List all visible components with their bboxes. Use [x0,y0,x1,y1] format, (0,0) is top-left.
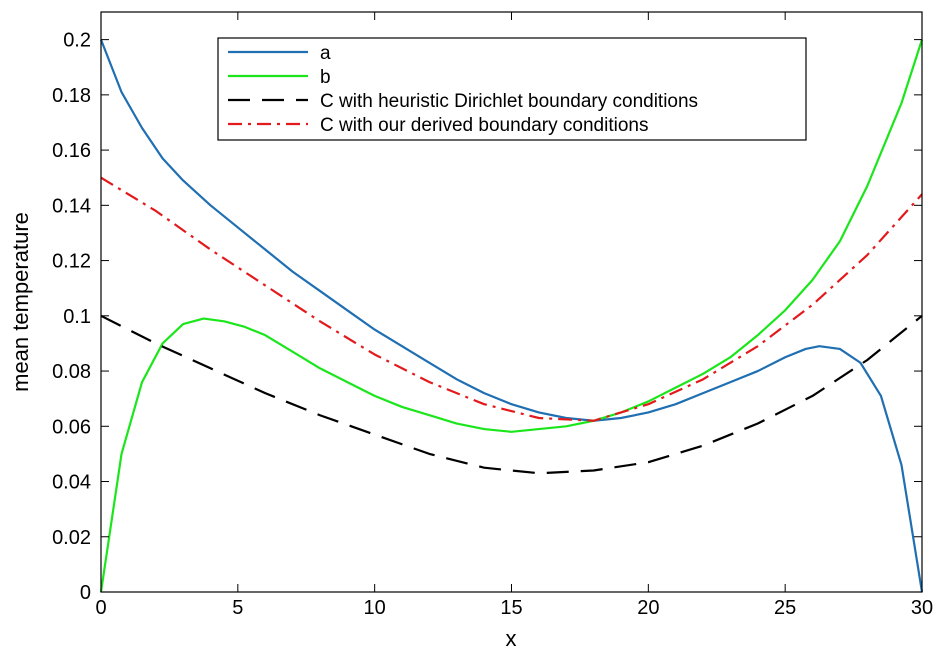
y-axis-label: mean temperature [8,212,33,392]
y-tick-label: 0.16 [52,140,91,162]
x-tick-label: 20 [637,597,659,619]
y-tick-label: 0.06 [52,416,91,438]
y-tick-label: 0.18 [52,85,91,107]
y-tick-label: 0.08 [52,361,91,383]
x-tick-label: 15 [500,597,522,619]
axis-layer: 0 5 10 15 20 25 30 0 0.02 0.04 0.06 0.08 0.1 0.12 0.14… [52,12,933,619]
series-line-2 [99,39,924,593]
legend-label: C with heuristic Dirichlet boundary cond… [320,91,698,112]
legend-label: a [320,43,331,64]
series-layer [99,39,924,593]
y-tick-label: 0.2 [63,30,91,52]
plot-frame [100,11,923,593]
legend-label: b [320,67,331,88]
y-tick-label: 0 [80,582,91,604]
x-axis-label: x [506,626,517,650]
series-line-1 [99,39,924,593]
x-tick-label: 0 [95,597,106,619]
legend-label: C with our derived boundary conditions [320,115,648,136]
legend: ab C with heuristic Dirichlet boundary co… [217,37,807,141]
x-tick-label: 30 [911,597,933,619]
y-tick-label: 0.02 [52,527,91,549]
x-tick-label: 5 [232,597,243,619]
series-line-4 [100,176,923,422]
x-tick-label: 10 [364,597,386,619]
series-line-3 [100,314,923,475]
x-tick-label: 25 [774,597,796,619]
y-tick-label: 0.12 [52,251,91,273]
y-tick-label: 0.14 [52,195,91,217]
y-tick-label: 0.1 [63,306,91,328]
y-tick-label: 0.04 [52,472,91,494]
legend-box [217,37,807,141]
